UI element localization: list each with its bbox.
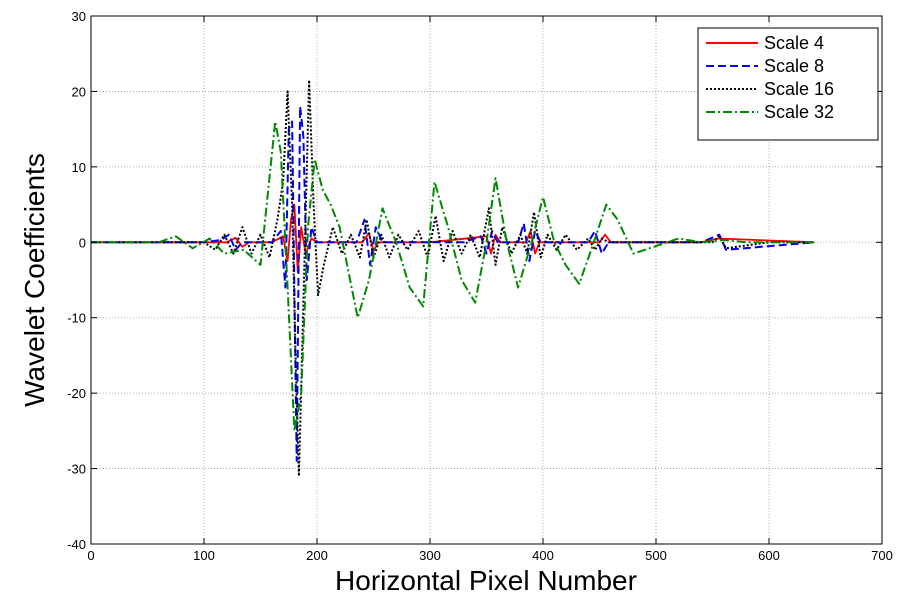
y-tick-label: 0	[79, 235, 86, 250]
y-axis-title: Wavelet Coefficients	[19, 153, 50, 407]
plot-frame	[90, 15, 883, 545]
x-tick-label: 400	[532, 548, 554, 563]
series-line-scale-32	[91, 120, 815, 432]
x-axis-title: Horizontal Pixel Number	[335, 565, 637, 596]
y-tick-label: 20	[72, 84, 86, 99]
legend-box	[697, 27, 879, 141]
legend: Scale 4 Scale 8 Scale 16 Scale 32	[697, 27, 879, 141]
x-tick-label: 300	[419, 548, 441, 563]
y-tick-label: -40	[67, 537, 86, 552]
data-series	[91, 79, 815, 478]
x-tick-label: 100	[193, 548, 215, 563]
y-tick-label: 30	[72, 9, 86, 24]
x-tick-label: 500	[645, 548, 667, 563]
legend-label: Scale 4	[764, 33, 824, 53]
legend-label: Scale 16	[764, 79, 834, 99]
x-tick-label: 600	[758, 548, 780, 563]
y-tick-label: 10	[72, 160, 86, 175]
x-tick-label: 700	[871, 548, 893, 563]
legend-label: Scale 8	[764, 56, 824, 76]
y-tick-label: -20	[67, 386, 86, 401]
y-tick-label: -10	[67, 311, 86, 326]
axis-ticks: 0 100 200 300 400 500 600 700 -40 -30 -20 -10 0 10 20 3…	[67, 9, 893, 563]
x-tick-label: 200	[306, 548, 328, 563]
x-tick-label: 0	[87, 548, 94, 563]
y-tick-label: -30	[67, 462, 86, 477]
series-line-scale-8	[91, 105, 815, 462]
legend-label: Scale 32	[764, 102, 834, 122]
